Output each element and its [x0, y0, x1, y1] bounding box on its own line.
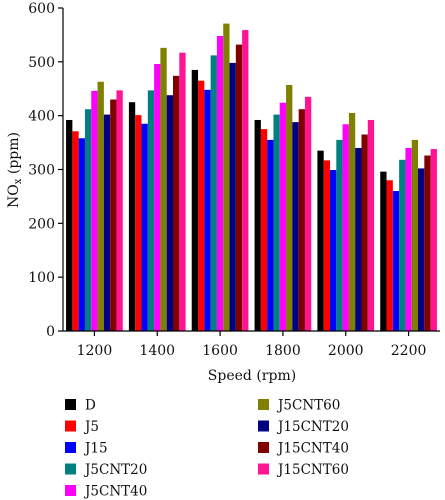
y-axis-title-subscript: x	[13, 178, 24, 184]
bar-j15-1400	[141, 123, 148, 331]
bar-j15-1600	[204, 89, 211, 332]
y-axis-title-unit: (ppm)	[6, 132, 22, 179]
bar-j5cnt20-1800	[273, 114, 280, 331]
x-tick-label: 1400	[139, 343, 175, 359]
bar-j15cnt60-2000	[367, 119, 375, 332]
legend-swatch-j15	[65, 442, 76, 453]
bar-j5cnt40-1200	[91, 90, 98, 331]
bar-j5-2000	[323, 160, 330, 331]
bar-j15-2200	[392, 191, 400, 331]
bar-j15cnt60-1400	[179, 52, 186, 331]
y-tick-label: 100	[28, 270, 55, 286]
x-tick-label: 1600	[202, 343, 238, 359]
x-axis-title: Speed (rpm)	[208, 368, 296, 384]
bar-j15cnt60-1600	[242, 30, 249, 332]
legend-swatch-j5cnt60	[258, 399, 269, 410]
bar-d-2200	[380, 171, 387, 331]
bar-j15cnt40-1400	[173, 75, 180, 331]
bar-j5cnt20-1200	[84, 109, 92, 331]
bar-d-1600	[191, 69, 199, 332]
legend-label-j15: J15	[83, 441, 108, 457]
bar-d-1800	[254, 119, 261, 332]
bar-j15cnt60-1800	[304, 96, 312, 331]
bar-j15-2000	[330, 170, 337, 331]
bar-j15cnt20-1200	[103, 114, 111, 331]
legend-label-j15cnt20: J15CNT20	[276, 419, 349, 435]
bar-j15-1200	[78, 138, 85, 331]
x-tick-label: 2200	[391, 343, 427, 359]
bar-j5cnt20-1600	[210, 55, 217, 332]
y-tick-label: 200	[28, 216, 55, 232]
bar-d-2000	[317, 150, 324, 331]
legend-swatch-j15cnt40	[258, 442, 269, 453]
y-ticks: 0 100 200 300 400 500 600	[28, 1, 63, 340]
bar-d-1400	[128, 102, 136, 331]
legend-swatch-j15cnt20	[258, 420, 269, 432]
legend-label-j15cnt40: J15CNT40	[276, 441, 349, 457]
bar-j15cnt40-1800	[298, 109, 305, 331]
legend: D J5 J15 J5CNT20 J5CNT40 J5CNT60 J15CNT20 J15CN…	[65, 398, 349, 500]
bar-j5-1600	[198, 80, 205, 331]
x-ticks: 1200 1400 1600 1800 2000 2200	[77, 331, 427, 359]
bar-j5cnt60-2000	[348, 112, 356, 331]
x-tick-label: 1200	[77, 343, 113, 359]
legend-label-d: D	[85, 398, 96, 414]
bar-j5cnt60-1400	[160, 47, 167, 331]
y-tick-label: 500	[28, 55, 55, 71]
bar-j15cnt20-1800	[292, 122, 299, 331]
bar-group	[66, 23, 437, 332]
bar-j5cnt60-1200	[97, 81, 104, 331]
bar-j15cnt20-2200	[418, 168, 425, 331]
legend-swatch-j5cnt40	[65, 485, 76, 496]
bar-j5-1400	[135, 115, 142, 332]
bar-j5-1200	[72, 131, 79, 331]
bar-j15cnt20-1600	[229, 62, 236, 331]
y-tick-label: 0	[46, 324, 55, 340]
bar-j15cnt20-1400	[166, 95, 173, 332]
bar-j5cnt40-2200	[405, 147, 412, 331]
bar-j5cnt20-1400	[147, 90, 155, 332]
bar-j5cnt60-2200	[411, 139, 419, 331]
bar-j5cnt40-1800	[279, 102, 287, 331]
legend-swatch-d	[65, 399, 76, 410]
bar-j5-1800	[260, 129, 268, 331]
y-axis-title: NOx (ppm)	[6, 132, 24, 208]
legend-swatch-j5	[65, 420, 76, 432]
bar-j5cnt20-2000	[336, 139, 343, 331]
bar-j5cnt60-1600	[223, 23, 230, 332]
y-tick-label: 300	[28, 163, 55, 179]
bar-j5-2200	[386, 180, 393, 331]
bar-j5cnt40-1400	[154, 63, 161, 332]
bar-j15cnt60-1200	[116, 90, 123, 332]
y-tick-label: 600	[28, 1, 55, 17]
bar-j5cnt40-2000	[342, 124, 349, 331]
bar-j15cnt20-2000	[355, 147, 362, 331]
bar-d-1200	[66, 119, 73, 332]
bar-j5cnt40-1600	[216, 35, 224, 331]
legend-label-j5cnt60: J5CNT60	[276, 398, 340, 414]
y-axis-title-main: NO	[6, 184, 22, 208]
legend-label-j5cnt20: J5CNT20	[83, 462, 147, 478]
legend-swatch-j15cnt60	[258, 463, 269, 475]
x-tick-label: 1800	[265, 343, 301, 359]
legend-label-j5: J5	[83, 419, 99, 435]
legend-label-j15cnt60: J15CNT60	[276, 462, 349, 478]
x-tick-label: 2000	[328, 343, 364, 359]
bar-j15cnt40-1600	[235, 44, 243, 332]
y-tick-label: 400	[28, 109, 55, 125]
legend-swatch-j5cnt20	[65, 463, 76, 475]
bar-j5cnt20-2200	[399, 159, 406, 331]
bar-j15cnt40-2200	[424, 155, 431, 331]
bar-j15cnt40-2000	[361, 134, 368, 331]
bar-j15cnt60-2200	[430, 149, 437, 331]
bar-j15-1800	[267, 139, 274, 331]
bar-j5cnt60-1800	[286, 84, 293, 332]
bar-j15cnt40-1200	[110, 99, 117, 332]
legend-label-j5cnt40: J5CNT40	[83, 484, 147, 500]
